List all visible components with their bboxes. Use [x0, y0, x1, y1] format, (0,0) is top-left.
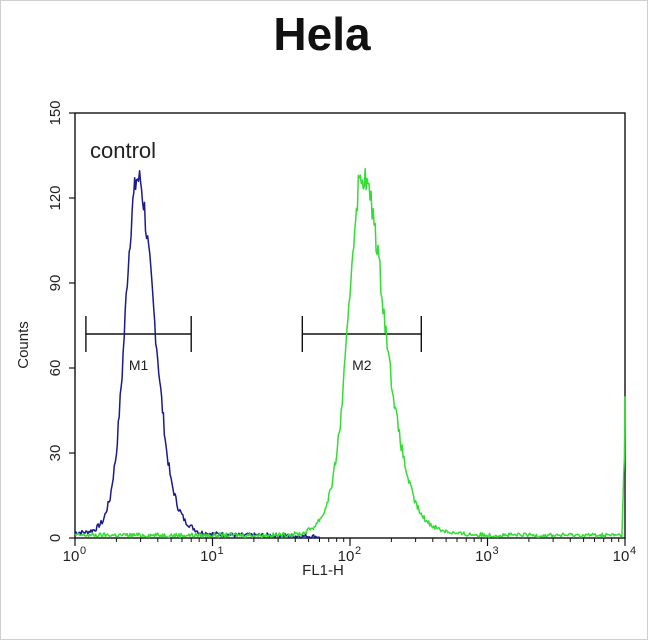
y-tick-label-0: 0	[47, 534, 64, 542]
x-tick-exponent-4: 4	[630, 545, 636, 557]
chart-title: Hela	[273, 8, 371, 60]
x-tick-label-0: 10	[63, 548, 80, 565]
marker-m1-label: M1	[129, 357, 149, 373]
x-tick-exponent-1: 1	[217, 545, 223, 557]
y-tick-label-5: 150	[47, 100, 64, 125]
x-tick-exponent-0: 0	[80, 545, 86, 557]
marker-m2-label: M2	[352, 357, 372, 373]
x-axis: 10 0 10 1 10 2 10 3 10 4	[63, 538, 636, 565]
y-tick-label-4: 120	[47, 185, 64, 210]
y-tick-label-3: 90	[47, 275, 64, 292]
plot-area	[74, 112, 626, 539]
x-tick-exponent-3: 3	[492, 545, 498, 557]
x-tick-exponent-2: 2	[355, 545, 361, 557]
control-annotation: control	[90, 138, 156, 163]
x-tick-label-4: 10	[613, 548, 630, 565]
series-sample-line	[74, 167, 626, 539]
histogram-series	[74, 167, 626, 539]
x-axis-label: FL1-H	[302, 562, 344, 579]
y-axis: 0 30 60 90 120 150	[47, 100, 75, 542]
x-tick-label-2: 10	[338, 548, 355, 565]
x-tick-label-3: 10	[475, 548, 492, 565]
y-tick-label-1: 30	[47, 445, 64, 462]
marker-gates: M1 M2	[85, 316, 422, 373]
x-tick-label-1: 10	[200, 548, 217, 565]
y-axis-label: Counts	[15, 321, 32, 369]
y-tick-label-2: 60	[47, 360, 64, 377]
